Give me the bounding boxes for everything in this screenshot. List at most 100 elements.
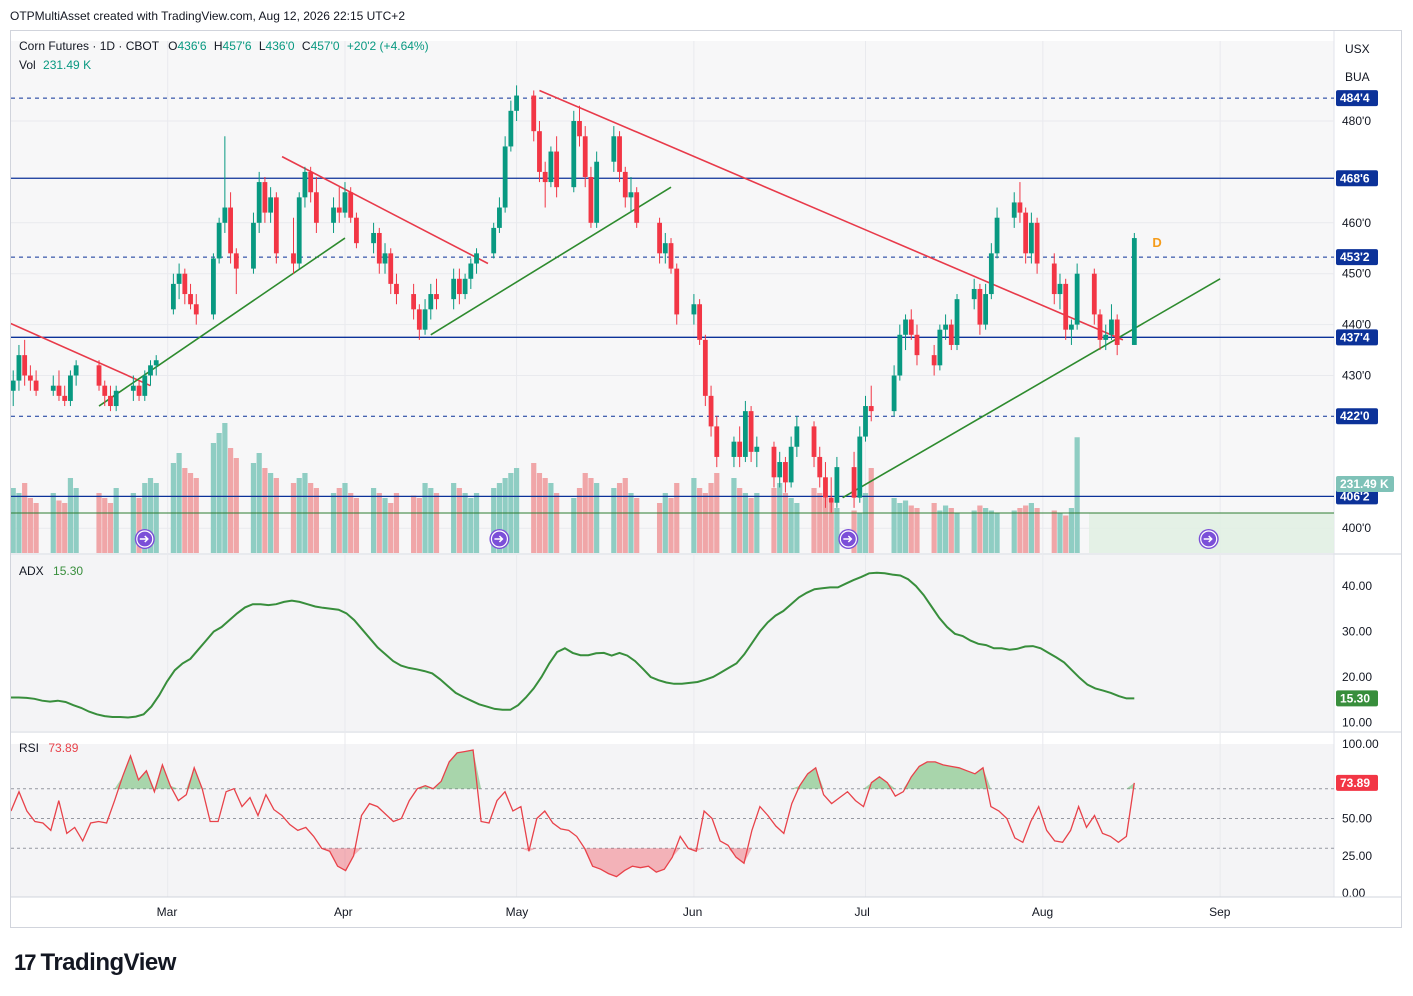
candle-body <box>1023 212 1029 254</box>
volume-label-bg <box>1336 476 1394 492</box>
candle-body <box>416 309 422 330</box>
volume-bar <box>754 493 760 553</box>
volume-bar <box>256 453 262 553</box>
volume-bar <box>542 478 548 553</box>
volume-bar <box>290 483 297 553</box>
chart-frame: 484'4 468'6 453'2 437'4 422'0 406'2 D 400'0 430'… <box>0 30 1402 928</box>
chart-canvas[interactable]: 484'4 468'6 453'2 437'4 422'0 406'2 D 400'0 430'… <box>0 31 1401 927</box>
candle-body <box>62 395 68 401</box>
volume-bar <box>891 498 897 553</box>
volume-bar <box>216 433 222 553</box>
candle-body <box>33 380 39 391</box>
candle-body <box>113 390 119 407</box>
volume-bar <box>330 493 337 553</box>
candle-body <box>428 294 434 310</box>
volume-bar <box>227 448 234 553</box>
volume-bar <box>388 503 394 553</box>
volume-bar <box>942 505 949 553</box>
high-label: H <box>213 39 223 53</box>
adx-pane-bg <box>11 555 1334 731</box>
volume-bar <box>153 483 159 553</box>
volume-bar <box>342 483 348 553</box>
volume-bar <box>1011 510 1017 553</box>
candle-body <box>302 171 308 198</box>
volume-bar <box>771 488 777 553</box>
volume-bar <box>594 483 600 553</box>
volume-bar <box>176 453 182 553</box>
volume-bar <box>473 493 480 553</box>
candle-body <box>1017 202 1023 213</box>
candle-body <box>851 467 857 498</box>
volume-bar <box>50 493 56 553</box>
volume-bar <box>868 468 874 553</box>
volume-bar <box>250 463 257 553</box>
candle-body <box>142 375 148 396</box>
candle-body <box>1051 263 1057 295</box>
level-label: 468'6 <box>1340 171 1370 185</box>
candle-body <box>914 334 920 356</box>
volume-bar <box>616 483 623 553</box>
candle-body <box>817 456 823 478</box>
candle-body <box>1131 238 1137 345</box>
candle-body <box>502 146 508 208</box>
rsi-tick-label: 50.00 <box>1342 812 1372 826</box>
candle-body <box>222 207 228 223</box>
event-badge-ring <box>1200 530 1218 548</box>
candle-body <box>474 253 479 264</box>
candle-body <box>96 365 102 386</box>
volume-bar <box>113 488 119 553</box>
candle-body <box>50 385 56 391</box>
time-tick-label: Aug <box>1032 905 1053 919</box>
candle-body <box>794 426 800 447</box>
volume-bar <box>994 513 1000 553</box>
open-label: O <box>168 39 178 53</box>
volume-bar <box>662 493 668 553</box>
volume-bar <box>27 498 33 553</box>
adx-value: 15.30 <box>53 564 84 578</box>
candle-body <box>634 192 640 223</box>
candle-body <box>411 294 417 310</box>
candle-body <box>971 288 977 300</box>
level-label: 484'4 <box>1340 91 1370 105</box>
candle-body <box>273 197 279 254</box>
candle-body <box>594 161 600 223</box>
candle-body <box>376 232 382 264</box>
candle-body <box>811 426 817 457</box>
currency-button[interactable]: USX <box>1345 42 1370 56</box>
candle-body <box>371 232 376 244</box>
volume-bar <box>142 483 148 553</box>
candle-body <box>228 207 233 254</box>
candle-body <box>954 299 960 345</box>
volume-bar <box>433 493 440 553</box>
volume-bar <box>502 478 508 553</box>
volume-legend: Vol 231.49 K <box>19 58 91 72</box>
volume-bar <box>468 498 474 553</box>
tradingview-logo[interactable]: 17 TradingView <box>14 948 176 978</box>
volume-bar <box>828 503 834 553</box>
time-tick-label: Apr <box>334 905 353 919</box>
volume-bar <box>336 488 342 553</box>
volume-bar <box>931 503 937 553</box>
level-label-bg <box>1336 488 1378 505</box>
candle-body <box>897 334 903 376</box>
candle-body <box>1109 319 1114 335</box>
volume-bar <box>548 483 554 553</box>
adx-tick-label: 30.00 <box>1342 625 1372 639</box>
adx-tick-label: 20.00 <box>1342 670 1372 684</box>
candle-body <box>348 192 354 218</box>
time-tick-label: Jul <box>855 905 870 919</box>
volume-bar <box>1023 505 1029 553</box>
candle-body <box>468 263 474 279</box>
volume-bar <box>737 488 743 553</box>
candle-body <box>571 121 577 188</box>
candle-body <box>251 222 256 269</box>
volume-bar <box>353 498 360 553</box>
candle-body <box>422 309 428 330</box>
volume-bar <box>782 493 789 553</box>
event-arrow-icon <box>139 535 149 543</box>
volume-bar <box>628 493 634 553</box>
volume-bar <box>897 503 903 553</box>
unit-button[interactable]: BUA <box>1345 70 1370 84</box>
volume-bar <box>370 488 377 553</box>
symbol-title[interactable]: Corn Futures · 1D · CBOT <box>19 39 159 53</box>
